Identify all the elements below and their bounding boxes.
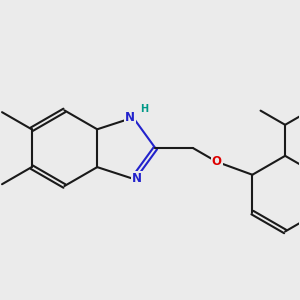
Text: O: O (212, 155, 222, 168)
Text: N: N (124, 111, 135, 124)
Text: N: N (132, 172, 142, 185)
Text: H: H (140, 103, 148, 114)
